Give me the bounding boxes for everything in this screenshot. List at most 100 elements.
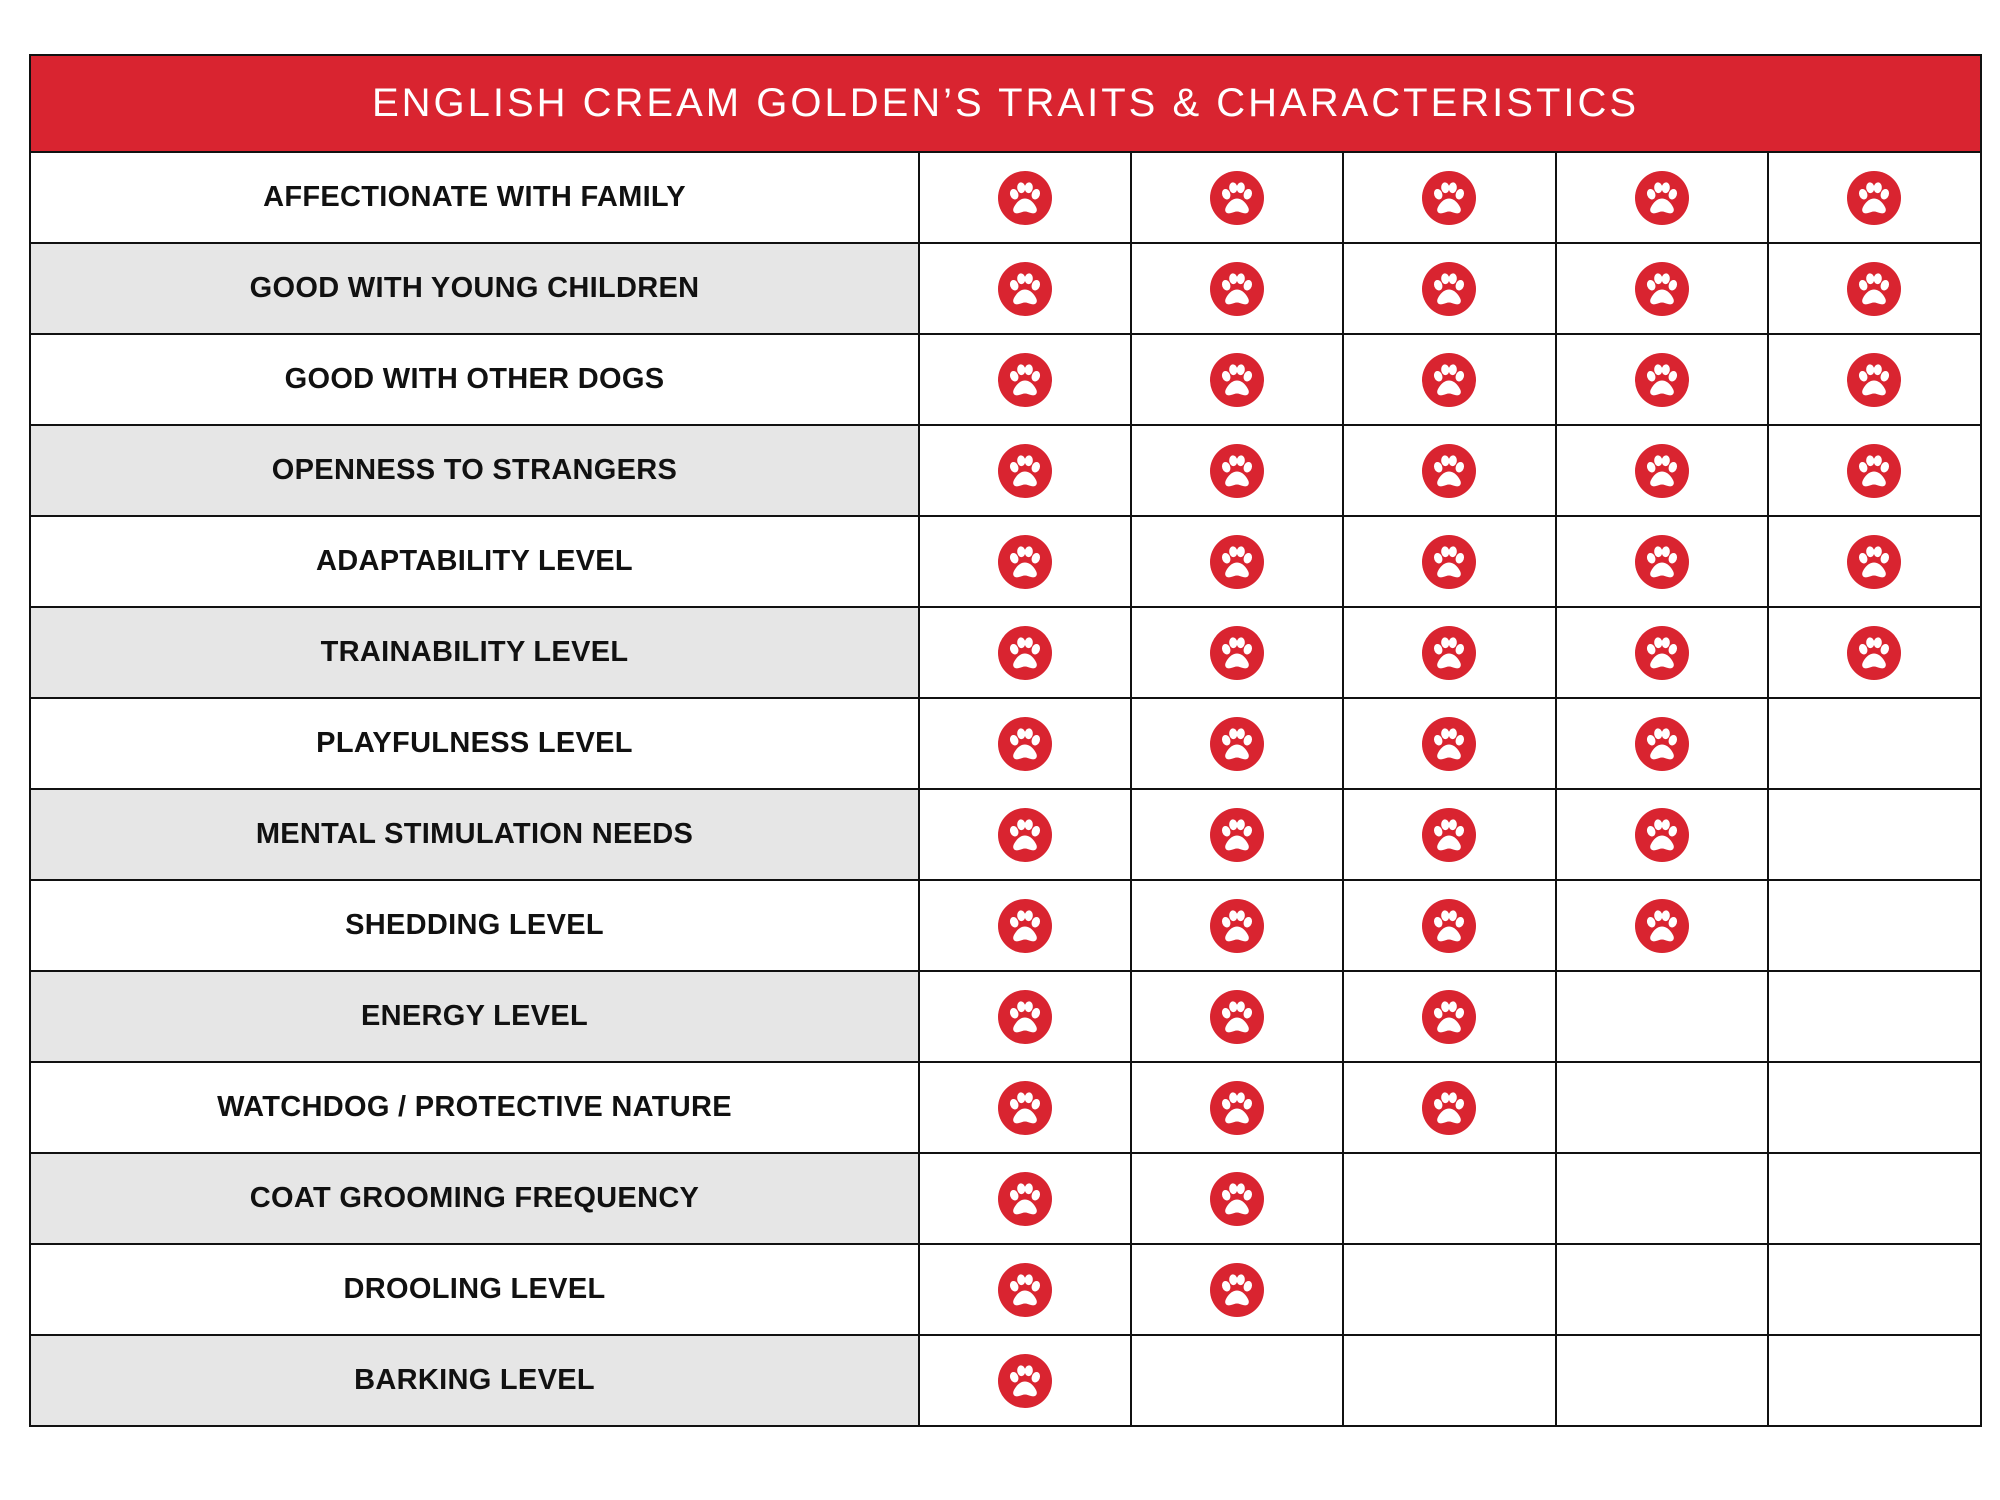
rating-cell bbox=[1766, 1152, 1980, 1245]
paw-icon bbox=[1210, 1171, 1265, 1226]
rating-cell bbox=[1342, 970, 1557, 1063]
trait-label: BARKING LEVEL bbox=[31, 1334, 920, 1425]
rating-cell bbox=[1554, 242, 1769, 335]
rating-cell bbox=[1130, 697, 1345, 790]
rating-cell bbox=[1554, 970, 1769, 1063]
rating-cell bbox=[917, 1334, 1133, 1425]
paw-icon bbox=[1210, 261, 1265, 316]
trait-row: AFFECTIONATE WITH FAMILY bbox=[31, 153, 1980, 244]
rating-cell bbox=[917, 788, 1133, 881]
rating-cell bbox=[1554, 515, 1769, 608]
paw-icon bbox=[1210, 989, 1265, 1044]
rating-cell bbox=[1342, 424, 1557, 517]
paw-icon bbox=[1210, 1262, 1265, 1317]
trait-row: GOOD WITH OTHER DOGS bbox=[31, 333, 1980, 426]
paw-icon bbox=[1422, 534, 1477, 589]
paw-icon bbox=[1210, 1080, 1265, 1135]
rating-cell bbox=[1554, 333, 1769, 426]
rating-cell bbox=[1766, 333, 1980, 426]
paw-icon bbox=[1634, 443, 1689, 498]
rating-cell bbox=[1766, 242, 1980, 335]
paw-icon bbox=[1847, 443, 1902, 498]
paw-icon bbox=[998, 625, 1053, 680]
paw-icon bbox=[1847, 625, 1902, 680]
paw-icon bbox=[998, 170, 1053, 225]
rating-cell bbox=[1342, 242, 1557, 335]
rating-cell bbox=[1342, 1243, 1557, 1336]
rating-cell bbox=[1342, 788, 1557, 881]
rating-cell bbox=[1554, 424, 1769, 517]
rating-cell bbox=[1342, 1061, 1557, 1154]
paw-icon bbox=[1210, 534, 1265, 589]
trait-row: MENTAL STIMULATION NEEDS bbox=[31, 788, 1980, 881]
rating-cell bbox=[1766, 879, 1980, 972]
traits-chart: ENGLISH CREAM GOLDEN’S TRAITS & CHARACTE… bbox=[29, 54, 1982, 1427]
paw-icon bbox=[1847, 170, 1902, 225]
rating-cell bbox=[917, 697, 1133, 790]
rating-cell bbox=[1766, 1061, 1980, 1154]
rating-cell bbox=[1342, 697, 1557, 790]
paw-icon bbox=[1210, 625, 1265, 680]
rating-cell bbox=[1130, 970, 1345, 1063]
rating-cell bbox=[917, 1061, 1133, 1154]
trait-row: PLAYFULNESS LEVEL bbox=[31, 697, 1980, 790]
rating-cell bbox=[1766, 515, 1980, 608]
paw-icon bbox=[998, 1353, 1053, 1408]
paw-icon bbox=[1847, 261, 1902, 316]
rating-cell bbox=[1766, 788, 1980, 881]
paw-icon bbox=[1634, 170, 1689, 225]
paw-icon bbox=[1422, 989, 1477, 1044]
rating-cell bbox=[1130, 1243, 1345, 1336]
paw-icon bbox=[1422, 1080, 1477, 1135]
paw-icon bbox=[1634, 807, 1689, 862]
paw-icon bbox=[998, 352, 1053, 407]
trait-row: GOOD WITH YOUNG CHILDREN bbox=[31, 242, 1980, 335]
paw-icon bbox=[1210, 170, 1265, 225]
rating-cell bbox=[917, 242, 1133, 335]
paw-icon bbox=[1422, 716, 1477, 771]
paw-icon bbox=[1422, 352, 1477, 407]
trait-label: SHEDDING LEVEL bbox=[31, 879, 920, 972]
paw-icon bbox=[998, 1171, 1053, 1226]
rating-cell bbox=[1130, 333, 1345, 426]
paw-icon bbox=[998, 443, 1053, 498]
trait-row: WATCHDOG / PROTECTIVE NATURE bbox=[31, 1061, 1980, 1154]
paw-icon bbox=[1847, 352, 1902, 407]
rating-cell bbox=[1554, 879, 1769, 972]
rating-cell bbox=[1554, 1243, 1769, 1336]
rating-cell bbox=[1130, 153, 1345, 244]
trait-label: ENERGY LEVEL bbox=[31, 970, 920, 1063]
rating-cell bbox=[917, 153, 1133, 244]
paw-icon bbox=[998, 1262, 1053, 1317]
rating-cell bbox=[1342, 333, 1557, 426]
paw-icon bbox=[1634, 716, 1689, 771]
trait-label: MENTAL STIMULATION NEEDS bbox=[31, 788, 920, 881]
rating-cell bbox=[1766, 153, 1980, 244]
rating-cell bbox=[917, 970, 1133, 1063]
rating-cell bbox=[1554, 1152, 1769, 1245]
trait-label: GOOD WITH OTHER DOGS bbox=[31, 333, 920, 426]
rating-cell bbox=[1342, 1152, 1557, 1245]
rating-cell bbox=[1130, 788, 1345, 881]
rating-cell bbox=[1130, 242, 1345, 335]
rating-cell bbox=[1342, 1334, 1557, 1425]
trait-row: DROOLING LEVEL bbox=[31, 1243, 1980, 1336]
paw-icon bbox=[1422, 625, 1477, 680]
paw-icon bbox=[1210, 443, 1265, 498]
paw-icon bbox=[1634, 534, 1689, 589]
paw-icon bbox=[1422, 443, 1477, 498]
rating-cell bbox=[917, 606, 1133, 699]
rating-cell bbox=[1130, 515, 1345, 608]
paw-icon bbox=[1634, 625, 1689, 680]
rating-cell bbox=[1130, 1061, 1345, 1154]
rating-cell bbox=[1130, 879, 1345, 972]
trait-label: OPENNESS TO STRANGERS bbox=[31, 424, 920, 517]
rating-cell bbox=[1342, 879, 1557, 972]
rating-cell bbox=[1554, 606, 1769, 699]
trait-row: COAT GROOMING FREQUENCY bbox=[31, 1152, 1980, 1245]
rating-cell bbox=[1130, 606, 1345, 699]
rating-cell bbox=[1554, 1334, 1769, 1425]
rating-cell bbox=[1554, 153, 1769, 244]
trait-label: DROOLING LEVEL bbox=[31, 1243, 920, 1336]
paw-icon bbox=[1634, 352, 1689, 407]
